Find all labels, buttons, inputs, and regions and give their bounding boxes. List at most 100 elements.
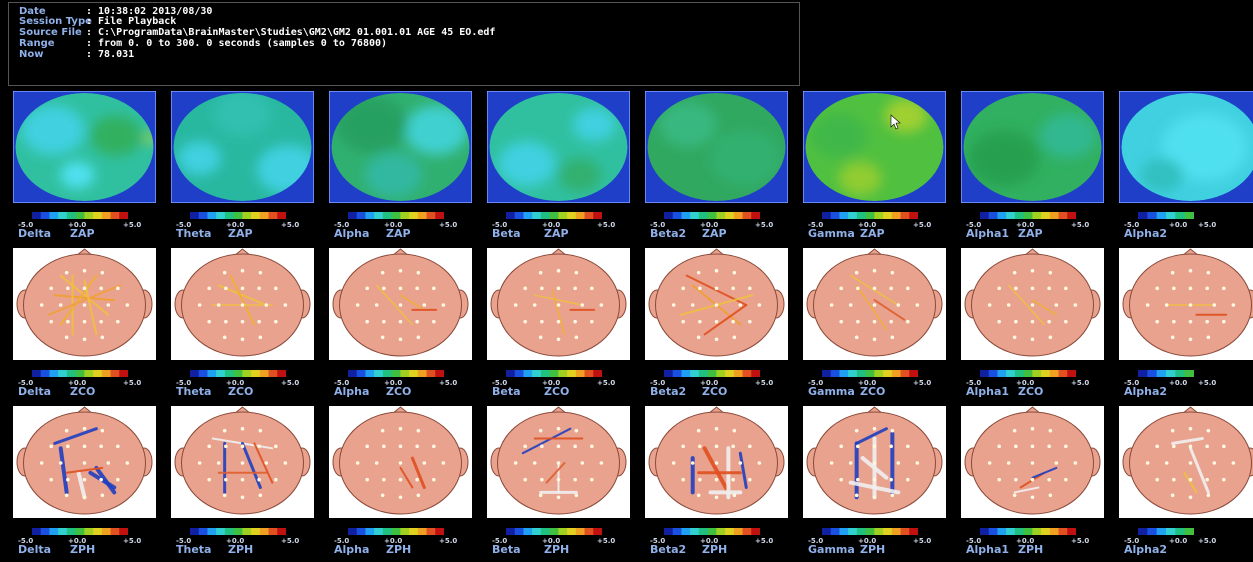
electrode-dot xyxy=(573,444,577,449)
head-map-svg xyxy=(171,248,314,360)
scale-tick-label: +5.0 xyxy=(597,537,616,545)
electrode-dot xyxy=(66,477,70,482)
band-label: Gamma xyxy=(808,227,855,240)
electrode-dot xyxy=(839,444,843,449)
electrode-dot xyxy=(732,270,737,275)
electrode-dot xyxy=(1172,477,1176,482)
electrode-dot xyxy=(696,428,701,433)
connectivity-head-panel xyxy=(645,406,788,518)
electrode-dot xyxy=(738,303,743,307)
scale-tick-label: -5.0 xyxy=(334,379,350,387)
electrode-dot xyxy=(207,319,211,324)
band-label: Alpha2 xyxy=(1124,385,1168,398)
electrode-dot xyxy=(224,319,228,324)
electrode-dot xyxy=(258,270,263,275)
connection-line xyxy=(848,480,901,495)
connectivity-head-panel xyxy=(645,248,788,360)
electrode-dot xyxy=(890,270,895,275)
connection-line xyxy=(855,427,888,445)
electrode-dot xyxy=(872,337,877,342)
electrode-dot xyxy=(997,319,1001,324)
band-label: Delta xyxy=(18,227,52,240)
electrode-dot xyxy=(441,303,446,307)
electrode-dot xyxy=(1030,477,1035,482)
scale-tick-label: +0.0 xyxy=(226,537,245,545)
electrode-dot xyxy=(1047,477,1051,482)
connection-line xyxy=(65,466,104,474)
scale-tick-label: +0.0 xyxy=(384,379,403,387)
electrode-dot xyxy=(856,286,860,291)
electrode-dot xyxy=(432,444,436,449)
electrode-dot xyxy=(696,493,701,498)
info-row-session-type: Session Type: File Playback xyxy=(19,16,176,27)
scale-tick-label: +0.0 xyxy=(226,379,245,387)
head-map-svg xyxy=(171,406,314,518)
electrode-dot xyxy=(1145,303,1150,307)
connection-line xyxy=(76,470,87,500)
electrode-dot xyxy=(532,303,537,307)
electrode-dot xyxy=(574,428,579,433)
electrode-dot xyxy=(1030,319,1035,324)
metric-label: ZAP xyxy=(1018,227,1043,240)
electrode-dot xyxy=(1206,270,1211,275)
electrode-dot xyxy=(1205,286,1209,291)
color-scale-bar xyxy=(348,528,444,535)
electrode-dot xyxy=(1073,461,1078,465)
scale-tick-label: +5.0 xyxy=(281,537,300,545)
connection-line xyxy=(47,284,122,316)
electrode-dot xyxy=(1064,477,1068,482)
electrode-dot xyxy=(872,444,877,449)
connection-line xyxy=(1007,284,1046,326)
electrode-dot xyxy=(64,270,69,275)
electrode-dot xyxy=(416,493,421,498)
electrode-dot xyxy=(422,303,427,307)
head-map-svg xyxy=(961,406,1104,518)
scale-tick-label: -5.0 xyxy=(492,221,508,229)
electrode-dot xyxy=(224,286,228,291)
electrode-dot xyxy=(1188,477,1193,482)
electrode-dot xyxy=(906,319,910,324)
connection-line xyxy=(59,274,98,326)
electrode-dot xyxy=(872,461,877,465)
electrode-dot xyxy=(681,477,685,482)
electrode-dot xyxy=(906,477,910,482)
electrode-dot xyxy=(889,444,893,449)
electrode-dot xyxy=(698,477,702,482)
electrode-dot xyxy=(556,268,561,273)
connectivity-head-panel xyxy=(487,406,630,518)
scale-tick-label: +0.0 xyxy=(1016,221,1035,229)
electrode-dot xyxy=(99,286,103,291)
electrode-dot xyxy=(590,286,594,291)
color-scale-bar xyxy=(506,212,602,219)
electrode-dot xyxy=(380,335,385,340)
connection-line xyxy=(873,299,906,321)
band-label: Theta xyxy=(176,543,212,556)
band-label: Delta xyxy=(18,543,52,556)
connection-line xyxy=(399,466,414,489)
electrode-dot xyxy=(690,303,695,307)
topomap-svg xyxy=(487,91,630,203)
color-scale-bar xyxy=(506,528,602,535)
electrode-dot xyxy=(839,319,843,324)
electrode-dot xyxy=(731,286,735,291)
scale-tick-label: -5.0 xyxy=(808,379,824,387)
electrode-dot xyxy=(365,286,369,291)
info-value: : 78.031 xyxy=(86,49,135,60)
scale-tick-label: +5.0 xyxy=(755,221,774,229)
electrode-dot xyxy=(264,303,269,307)
metric-label: ZCO xyxy=(1018,385,1044,398)
electrode-dot xyxy=(997,477,1001,482)
electrode-dot xyxy=(1155,319,1159,324)
band-label: Gamma xyxy=(808,385,855,398)
electrode-dot xyxy=(580,303,585,307)
electrode-dot xyxy=(890,428,895,433)
electrode-dot xyxy=(714,286,719,291)
metric-label: ZPH xyxy=(228,543,254,556)
metric-label: ZCO xyxy=(228,385,254,398)
electrode-dot xyxy=(523,286,527,291)
connectivity-head-panel xyxy=(803,248,946,360)
electrode-dot xyxy=(382,444,386,449)
electrode-dot xyxy=(222,493,227,498)
color-scale-bar xyxy=(822,370,918,377)
electrode-dot xyxy=(1047,286,1051,291)
